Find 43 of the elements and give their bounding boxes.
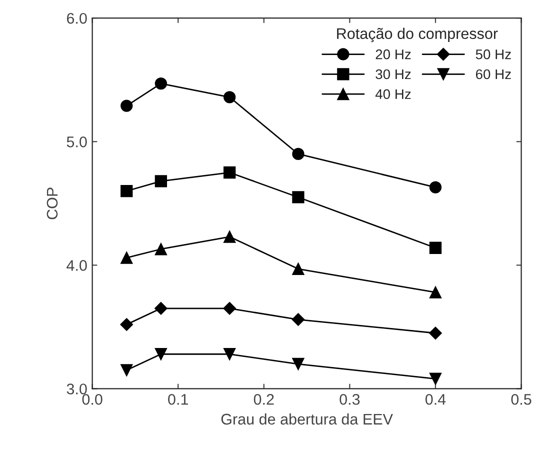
point xyxy=(224,91,236,104)
point xyxy=(154,302,168,315)
x-tick-label: 0.1 xyxy=(168,394,188,405)
legend-title: Rotação do compressor xyxy=(337,28,498,42)
y-axis-title: COP xyxy=(46,188,58,220)
point xyxy=(292,262,304,275)
point xyxy=(224,230,236,243)
point xyxy=(120,364,133,376)
point xyxy=(429,372,442,385)
point xyxy=(429,326,442,340)
x-tick-label: 0.5 xyxy=(511,394,532,405)
point xyxy=(292,358,304,370)
point xyxy=(120,100,133,112)
y-tick-label: 5.0 xyxy=(66,136,87,148)
point xyxy=(429,242,442,254)
point xyxy=(120,184,133,198)
x-tick-label: 0.2 xyxy=(254,394,274,405)
legend-label: 60 Hz xyxy=(476,69,511,80)
point xyxy=(154,77,168,90)
y-tick-label: 6.0 xyxy=(66,12,87,24)
x-tick-label: 0.3 xyxy=(340,394,360,405)
point xyxy=(429,286,442,298)
legend-label: 30 Hz xyxy=(376,69,411,80)
point xyxy=(429,181,442,194)
point xyxy=(292,313,305,326)
point xyxy=(154,348,168,360)
point xyxy=(292,148,304,160)
point xyxy=(292,191,304,204)
point xyxy=(154,243,168,256)
point xyxy=(224,166,236,179)
point xyxy=(120,318,134,331)
point xyxy=(223,302,236,315)
y-tick-label: 4.0 xyxy=(66,260,87,271)
x-tick-label: 0.4 xyxy=(425,394,446,405)
legend-label: 50 Hz xyxy=(476,49,511,60)
point xyxy=(154,175,168,188)
x-axis-title: Grau de abertura da EEV xyxy=(221,413,393,425)
legend-label: 20 Hz xyxy=(376,49,411,60)
point xyxy=(120,252,133,264)
x-tick-label: 0.0 xyxy=(82,394,102,405)
legend-label: 40 Hz xyxy=(375,89,411,100)
y-tick-label: 3.0 xyxy=(66,384,87,394)
point xyxy=(224,348,236,360)
